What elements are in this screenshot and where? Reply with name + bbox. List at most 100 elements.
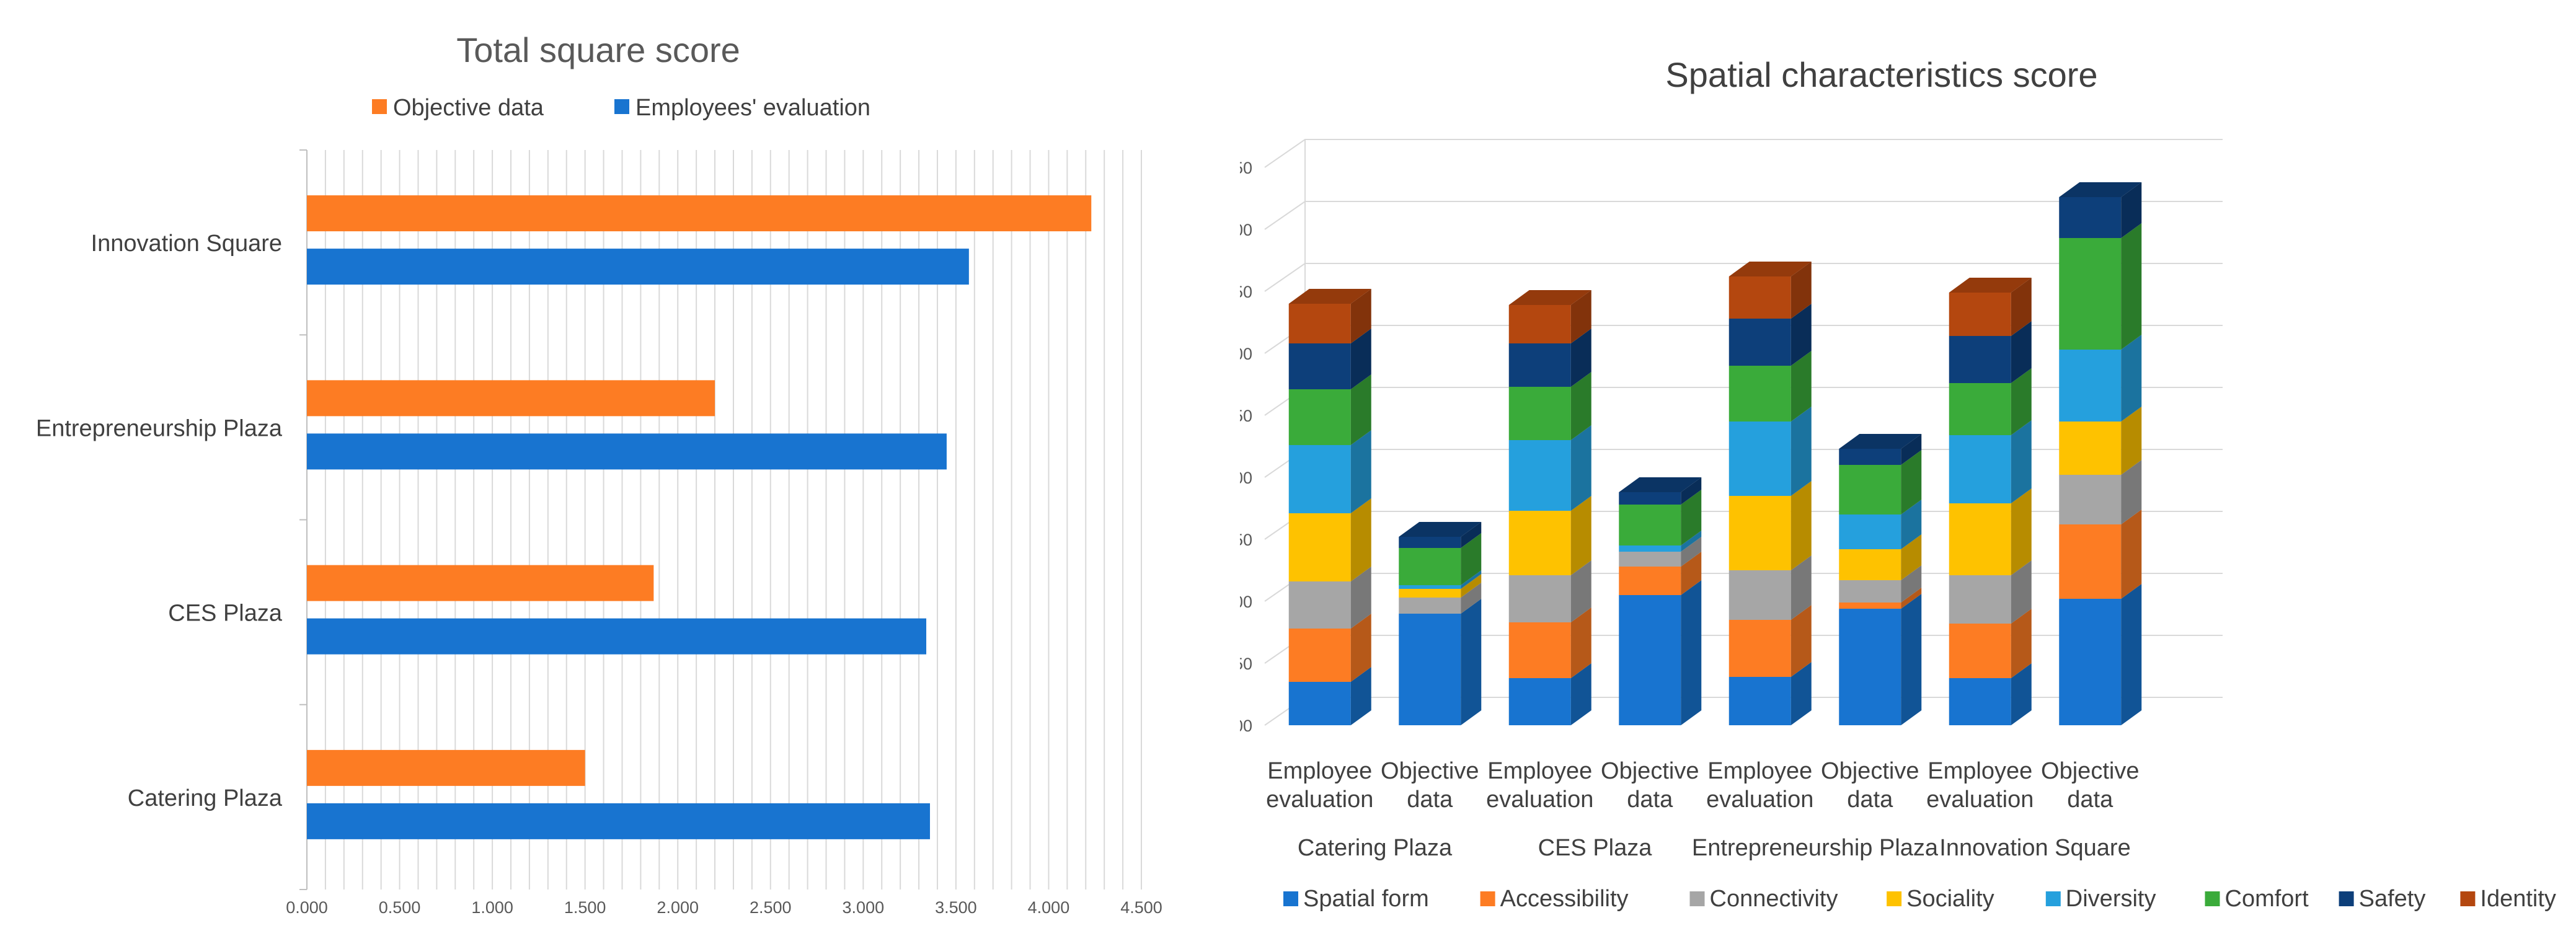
category-label: Objective xyxy=(1381,758,1479,784)
category-label: evaluation xyxy=(1486,787,1593,813)
bar-segment-comfort xyxy=(1949,383,2011,435)
bar-side-comfort xyxy=(1681,490,1702,545)
bar-side-spatial-form xyxy=(1461,599,1482,725)
bar-side-diversity xyxy=(1461,570,1482,589)
bar-side-identity xyxy=(1350,289,1371,343)
legend-swatch-safety xyxy=(2339,891,2354,906)
bar-side-spatial-form xyxy=(1681,580,1702,725)
bar-segment-diversity xyxy=(2059,350,2122,422)
bar-segment-safety xyxy=(1399,537,1461,548)
bar-objective-data-innovation-square xyxy=(307,195,1092,232)
bar-segment-safety xyxy=(1949,336,2011,383)
category-labels: Innovation Square Entrepreneurship Plaza C… xyxy=(36,231,283,811)
bar-segment-diversity xyxy=(1839,514,1901,549)
group-label-catering-plaza: Catering Plaza xyxy=(1298,835,1453,861)
bar-segment-connectivity xyxy=(1399,598,1461,614)
category-label: Employee xyxy=(1487,758,1592,784)
bar-segment-accessibility xyxy=(1839,603,1901,609)
bar-side-spatial-form xyxy=(1570,663,1591,725)
category-label-ces-plaza: CES Plaza xyxy=(168,601,283,627)
y-tick-label: 0.50 xyxy=(1240,655,1252,673)
bar-segment-comfort xyxy=(1508,387,1571,440)
bar-top xyxy=(1728,262,1812,276)
stacked-bars xyxy=(1288,182,2142,725)
bar-side-accessibility xyxy=(1901,588,1922,609)
bar-side-comfort xyxy=(1790,351,1812,422)
bar-side-sociality xyxy=(1350,498,1371,581)
bar-segment-diversity xyxy=(1399,585,1461,589)
bar-segment-identity xyxy=(1288,304,1351,343)
bar-segment-accessibility xyxy=(1949,624,2011,678)
legend-label-employees-evaluation: Employees' evaluation xyxy=(635,95,870,121)
bars xyxy=(307,195,1092,839)
legend-swatch-employees-evaluation xyxy=(614,99,629,114)
category-label: data xyxy=(2067,787,2113,813)
bar-objective-data-catering-plaza xyxy=(307,749,585,786)
bar-side-identity xyxy=(1570,290,1591,343)
bar-top xyxy=(1839,434,1922,449)
legend-label-safety: Safety xyxy=(2359,886,2426,912)
bar-side-safety xyxy=(2011,321,2032,383)
y-tick-label: 4.50 xyxy=(1240,159,1252,177)
category-label-innovation-square: Innovation Square xyxy=(91,231,282,257)
x-tick-label: 4.500 xyxy=(1120,898,1162,917)
bar-objective-data-ces-plaza xyxy=(307,565,654,601)
bar-side-diversity xyxy=(2121,335,2142,422)
bar-segment-identity xyxy=(1728,276,1791,319)
bar-side-connectivity xyxy=(1901,565,1922,603)
category-label: evaluation xyxy=(1706,787,1813,813)
bar-segment-comfort xyxy=(1839,465,1901,514)
y-tick-label: 2.00 xyxy=(1240,469,1252,487)
bar-segment-connectivity xyxy=(1728,570,1791,620)
x-tick-label: 4.000 xyxy=(1028,898,1070,917)
bar-segment-identity xyxy=(1508,305,1571,343)
bar-segment-accessibility xyxy=(1288,629,1351,682)
x-tick-labels: 0.000 0.500 1.000 1.500 2.000 2.500 3.000 3.500… xyxy=(286,898,1162,917)
legend-label-diversity: Diversity xyxy=(2066,886,2156,912)
legend-label-comfort: Comfort xyxy=(2225,886,2309,912)
category-label: Objective xyxy=(1821,758,1919,784)
legend-label-connectivity: Connectivity xyxy=(1710,886,1838,912)
bar-segment-comfort xyxy=(1728,366,1791,422)
bar-side-diversity xyxy=(2011,420,2032,503)
bar-segment-accessibility xyxy=(1508,622,1571,678)
bar-side-connectivity xyxy=(1350,567,1371,629)
bar-segment-comfort xyxy=(1288,389,1351,445)
legend-label-spatial-form: Spatial form xyxy=(1303,886,1429,912)
bar-segment-sociality xyxy=(1399,589,1461,598)
bar-side-comfort xyxy=(1461,533,1482,585)
bar-side-accessibility xyxy=(1790,605,1812,677)
x-tick-label: 0.500 xyxy=(379,898,421,917)
bar-side-identity xyxy=(2011,278,2032,336)
bar-employees-evaluation-ces-plaza xyxy=(307,618,927,655)
chart-title: Total square score xyxy=(456,30,740,69)
bar-side-connectivity xyxy=(1570,560,1591,622)
bar-side-spatial-form xyxy=(1790,662,1812,725)
bar-side-safety xyxy=(1790,304,1812,366)
bar-employees-evaluation-entrepreneurship-plaza xyxy=(307,433,947,470)
bar-top xyxy=(1619,477,1702,492)
bar-side-safety xyxy=(1570,329,1591,387)
bar-segment-sociality xyxy=(2059,422,2122,475)
bar-side-connectivity xyxy=(1461,583,1482,614)
legend: Objective data Employees' evaluation xyxy=(372,95,870,121)
bar-segment-connectivity xyxy=(1839,580,1901,603)
bar-side-diversity xyxy=(1790,407,1812,496)
y-tick-labels: 0.00 0.50 1.00 1.50 2.00 2.50 3.00 3.50 4.00 4.50 xyxy=(1240,159,1252,735)
bar-segment-diversity xyxy=(1288,445,1351,513)
group-labels: Catering Plaza CES Plaza Entrepreneurship … xyxy=(1298,835,2131,861)
bar-segment-identity xyxy=(1949,293,2011,336)
bar-side-connectivity xyxy=(2121,460,2142,524)
y-tick-label: 2.50 xyxy=(1240,407,1252,425)
bar-segment-spatial-form xyxy=(2059,599,2122,725)
bar-side-diversity xyxy=(1570,425,1591,511)
category-label-entrepreneurship-plaza: Entrepreneurship Plaza xyxy=(36,415,283,441)
category-label: data xyxy=(1847,787,1893,813)
bar-side-sociality xyxy=(1901,534,1922,580)
bar-segment-sociality xyxy=(1288,513,1351,581)
legend: Spatial form Accessibility Connectivity Soc… xyxy=(1283,886,2556,912)
bar-segment-diversity xyxy=(1619,545,1681,552)
bar-segment-sociality xyxy=(1839,549,1901,580)
bar-segment-sociality xyxy=(1728,496,1791,570)
bar-side-spatial-form xyxy=(1901,594,1922,725)
